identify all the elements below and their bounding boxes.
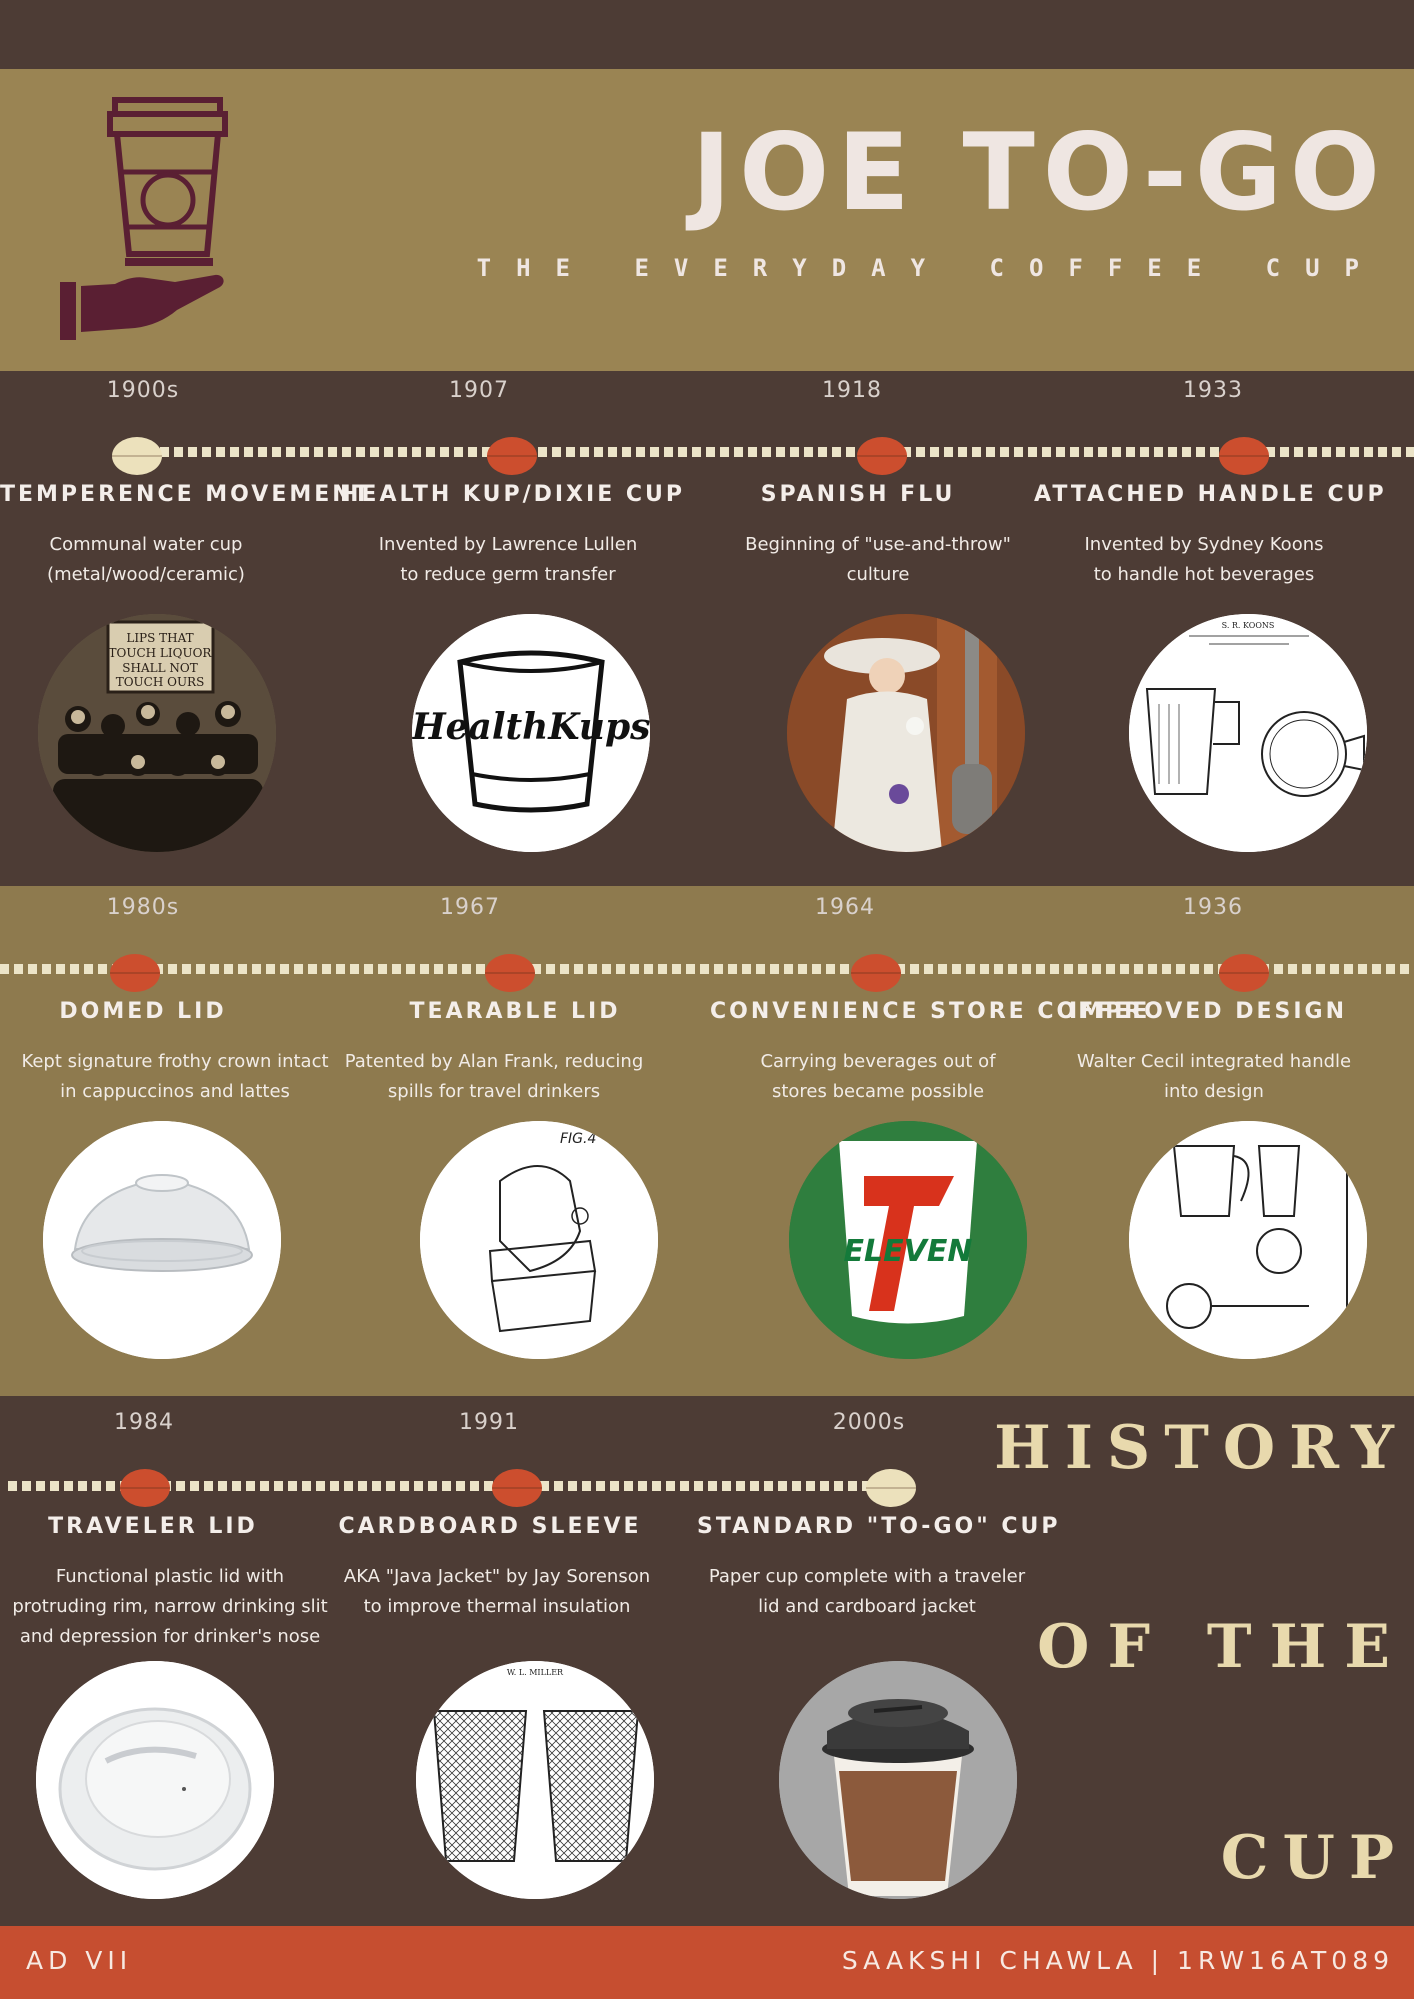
event-description: Kept signature frothy crown intact in ca… (21, 1051, 329, 1102)
bean-marker (112, 437, 162, 475)
event-description: Functional plastic lid with protruding r… (12, 1566, 328, 1647)
patent-heading: S. R. KOONS (1222, 621, 1275, 630)
handle-cup-patent: S. R. KOONS (1129, 614, 1367, 852)
event-title: TRAVELER LID (48, 1514, 258, 1539)
event-title: STANDARD "TO-GO" CUP (697, 1514, 1061, 1539)
to-go-cup-render (779, 1661, 1017, 1899)
improved-design-patent (1129, 1121, 1367, 1359)
event-description: Beginning of "use-and-throw" culture (745, 534, 1011, 585)
bean-marker (492, 1469, 542, 1507)
event-year: 1907 (449, 378, 509, 403)
spanish-flu-illustration (787, 614, 1025, 852)
bean-marker (120, 1469, 170, 1507)
event-title: SPANISH FLU (760, 482, 956, 507)
event-description: AKA "Java Jacket" by Jay Sorenson to imp… (343, 1566, 651, 1617)
event-year: 1964 (815, 895, 875, 920)
healthkups-wordmark: HealthKups (412, 706, 650, 748)
footer-course: AD VII (26, 1946, 133, 1975)
cup-in-hand-icon (55, 92, 255, 352)
header-banner (0, 69, 1414, 371)
seven-eleven-wordmark: ELEVEN (844, 1234, 973, 1269)
event-title: CARDBOARD SLEEVE (338, 1514, 642, 1539)
patent-fig-label: FIG.4 (560, 1131, 596, 1147)
event-year: 1918 (822, 378, 882, 403)
event-title: ATTACHED HANDLE CUP (1034, 482, 1387, 507)
event-year: 1933 (1183, 378, 1243, 403)
event-description: Communal water cup (metal/wood/ceramic) (47, 534, 245, 585)
footer-author: SAAKSHI CHAWLA | 1RW16AT089 (841, 1946, 1394, 1975)
event-year: 1991 (459, 1410, 519, 1435)
page-subtitle: THE EVERYDAY COFFEE CUP (476, 254, 1384, 282)
bean-marker (1219, 437, 1269, 475)
domed-lid-photo (43, 1121, 281, 1359)
event-year: 1900s (106, 378, 180, 403)
event-description: Invented by Sydney Koons to handle hot b… (1084, 534, 1324, 585)
event-description: Carrying beverages out of stores became … (760, 1051, 996, 1102)
event-title: TEMPERENCE MOVEMENT (0, 482, 372, 507)
event-year: 1936 (1183, 895, 1243, 920)
side-title-history: HISTORY (994, 1413, 1408, 1483)
healthkups-logo: HealthKups (412, 614, 650, 852)
seven-eleven-logo: ELEVEN (789, 1121, 1027, 1359)
event-description: Patented by Alan Frank, reducing spills … (344, 1051, 644, 1102)
event-title: TEARABLE LID (409, 999, 621, 1024)
event-description: Walter Cecil integrated handle into desi… (1076, 1051, 1352, 1102)
bean-marker (110, 954, 160, 992)
side-title-cup: CUP (1220, 1823, 1408, 1893)
event-description: Invented by Lawrence Lullen to reduce ge… (378, 534, 638, 585)
side-title-of-the: OF THE (1037, 1612, 1408, 1682)
traveler-lid-photo (36, 1661, 274, 1899)
cardboard-sleeve-patent: W. L. MILLER (416, 1661, 654, 1899)
bean-marker (1219, 954, 1269, 992)
svg-text:SHALL NOT: SHALL NOT (122, 661, 197, 675)
svg-text:TOUCH OURS: TOUCH OURS (116, 675, 205, 689)
event-year: 1984 (114, 1410, 174, 1435)
bean-marker (851, 954, 901, 992)
event-year: 1980s (106, 895, 180, 920)
event-title: DOMED LID (59, 999, 227, 1024)
footer-bar (0, 1926, 1414, 1999)
tearable-lid-patent: FIG.4 (420, 1121, 658, 1359)
patent-heading: W. L. MILLER (507, 1668, 564, 1677)
bean-marker (485, 954, 535, 992)
event-year: 2000s (832, 1410, 906, 1435)
top-strip (0, 0, 1414, 69)
event-title: HEALTH KUP/DIXIE CUP (340, 482, 686, 507)
timeline-line-1 (0, 447, 1414, 457)
event-description: Paper cup complete with a traveler lid a… (708, 1566, 1026, 1617)
event-title: CONVENIENCE STORE COFFEE (710, 999, 1151, 1024)
svg-text:LIPS THAT: LIPS THAT (126, 631, 193, 645)
bean-marker (487, 437, 537, 475)
event-year: 1967 (440, 895, 500, 920)
bean-marker (857, 437, 907, 475)
page-title: JOE TO-GO (691, 111, 1388, 234)
svg-text:TOUCH LIQUOR: TOUCH LIQUOR (109, 646, 213, 660)
timeline-line-2 (0, 964, 1414, 974)
timeline-line-3 (0, 1481, 1414, 1491)
temperance-photo: LIPS THAT TOUCH LIQUOR SHALL NOT TOUCH O… (38, 614, 276, 852)
event-title: IMPROVED DESIGN (1068, 999, 1348, 1024)
bean-marker (866, 1469, 916, 1507)
